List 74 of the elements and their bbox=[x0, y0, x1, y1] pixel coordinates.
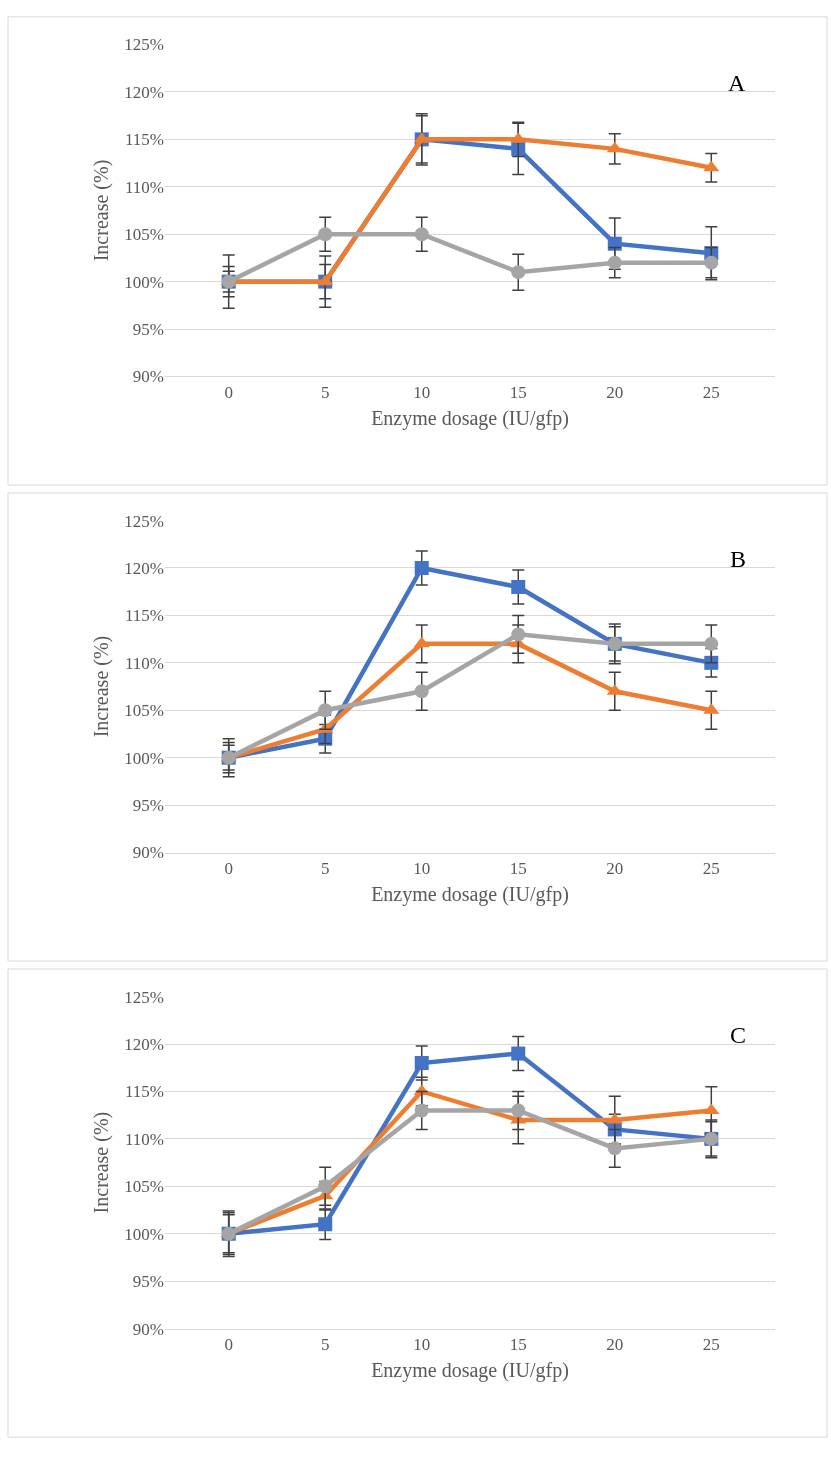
x-tick-label: 0 bbox=[224, 1334, 233, 1354]
point bbox=[414, 1056, 429, 1071]
y-tick-label: 100% bbox=[124, 748, 164, 768]
point bbox=[414, 1103, 429, 1118]
point bbox=[318, 227, 333, 242]
annotation: B bbox=[730, 546, 747, 572]
x-axis-title: Enzyme dosage (IU/gfp) bbox=[371, 407, 569, 431]
y-tick-label: 125% bbox=[124, 987, 164, 1007]
y-tick-label: 90% bbox=[132, 367, 164, 387]
point bbox=[318, 1217, 333, 1232]
point bbox=[607, 236, 622, 251]
y-tick-label: 90% bbox=[132, 1319, 164, 1339]
y-tick-label: 120% bbox=[124, 1034, 164, 1054]
point bbox=[414, 227, 429, 242]
y-tick-label: 115% bbox=[124, 606, 164, 626]
x-tick-label: 20 bbox=[606, 1334, 624, 1354]
y-tick-label: 100% bbox=[124, 272, 164, 292]
x-tick-label: 0 bbox=[224, 382, 233, 402]
y-tick-label: 95% bbox=[132, 1272, 164, 1292]
point bbox=[511, 579, 526, 594]
y-tick-label: 125% bbox=[124, 35, 164, 55]
y-tick-label: 125% bbox=[124, 511, 164, 531]
y-tick-label: 95% bbox=[132, 796, 164, 816]
annotation: C bbox=[730, 1022, 747, 1048]
y-tick-label: 110% bbox=[124, 653, 164, 673]
x-tick-label: 20 bbox=[606, 858, 624, 878]
x-tick-label: 5 bbox=[320, 382, 330, 402]
point bbox=[414, 560, 429, 575]
point bbox=[318, 703, 333, 718]
point bbox=[607, 1141, 622, 1156]
y-tick-label: 120% bbox=[124, 82, 164, 102]
y-tick-label: 105% bbox=[124, 1177, 164, 1197]
y-tick-label: 115% bbox=[124, 1082, 164, 1102]
x-axis-title: Enzyme dosage (IU/gfp) bbox=[371, 1359, 569, 1383]
x-tick-label: 25 bbox=[702, 382, 720, 402]
point bbox=[414, 684, 429, 699]
y-axis-title: Increase (%) bbox=[89, 159, 113, 262]
y-tick-label: 105% bbox=[124, 701, 164, 721]
point bbox=[511, 627, 526, 642]
y-axis-title: Increase (%) bbox=[89, 635, 113, 738]
y-tick-label: 110% bbox=[124, 177, 164, 197]
x-tick-label: 10 bbox=[413, 858, 431, 878]
x-tick-label: 15 bbox=[509, 858, 527, 878]
y-tick-label: 95% bbox=[132, 320, 164, 340]
point bbox=[606, 1112, 623, 1124]
x-tick-label: 10 bbox=[413, 1334, 431, 1354]
y-tick-label: 120% bbox=[124, 558, 164, 578]
y-tick-label: 115% bbox=[124, 130, 164, 150]
point bbox=[607, 255, 622, 270]
point bbox=[511, 1046, 526, 1061]
point bbox=[511, 265, 526, 280]
x-axis-title: Enzyme dosage (IU/gfp) bbox=[371, 883, 569, 907]
point bbox=[511, 1103, 526, 1118]
x-tick-label: 15 bbox=[509, 382, 527, 402]
y-tick-label: 110% bbox=[124, 1129, 164, 1149]
point bbox=[413, 636, 430, 648]
point bbox=[703, 160, 720, 172]
x-tick-label: 0 bbox=[224, 858, 233, 878]
y-tick-label: 105% bbox=[124, 225, 164, 245]
x-tick-label: 25 bbox=[702, 858, 720, 878]
annotation: A bbox=[728, 70, 746, 96]
point bbox=[704, 636, 719, 651]
point bbox=[606, 141, 623, 153]
point bbox=[704, 255, 719, 270]
x-tick-label: 5 bbox=[320, 858, 330, 878]
point bbox=[318, 1179, 333, 1194]
x-tick-label: 20 bbox=[606, 382, 624, 402]
y-axis-title: Increase (%) bbox=[89, 1111, 113, 1214]
x-tick-label: 25 bbox=[702, 1334, 720, 1354]
x-tick-label: 15 bbox=[509, 1334, 527, 1354]
x-tick-label: 5 bbox=[320, 1334, 330, 1354]
y-tick-label: 100% bbox=[124, 1224, 164, 1244]
x-tick-label: 10 bbox=[413, 382, 431, 402]
y-tick-label: 90% bbox=[132, 843, 164, 863]
